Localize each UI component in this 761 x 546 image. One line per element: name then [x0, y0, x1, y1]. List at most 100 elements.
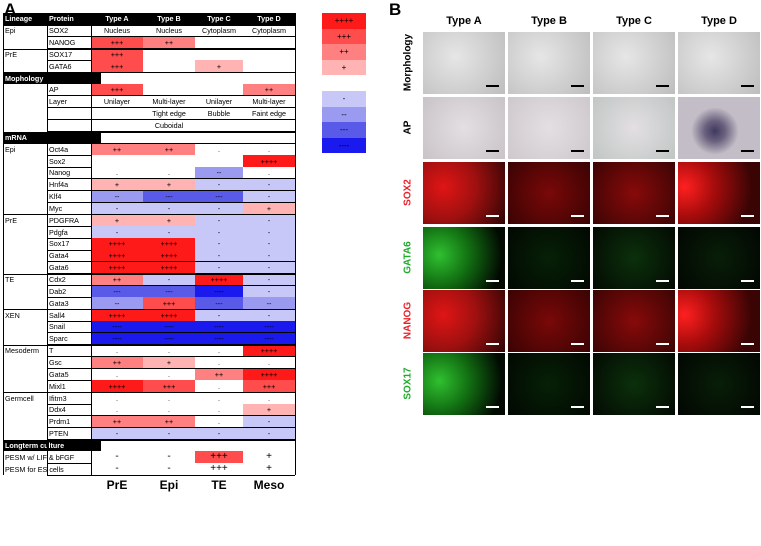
- row-divider: [47, 249, 295, 250]
- table-value-cell: .: [91, 344, 143, 357]
- image-column-header: Type C: [616, 15, 652, 27]
- table-gene-cell: Gata4: [49, 251, 69, 261]
- table-value-cell: ++++: [243, 344, 295, 357]
- row-divider: [47, 356, 295, 357]
- table-value-cell: [195, 84, 243, 96]
- group-rule: [3, 24, 295, 26]
- row-divider: [47, 178, 295, 179]
- scale-bar: [741, 85, 754, 87]
- microscopy-image: [423, 162, 505, 224]
- table-value-cell: --: [91, 297, 143, 310]
- table-value-cell: ++++: [143, 261, 195, 274]
- row-divider: [47, 332, 295, 333]
- table-gene-cell: Layer: [49, 97, 67, 107]
- table-value-cell: +++: [91, 84, 143, 96]
- scale-bar: [741, 150, 754, 152]
- table-value-cell: ----: [91, 332, 143, 345]
- table-gene-cell: Prdm1: [49, 417, 71, 427]
- table-value-cell: -: [243, 178, 295, 191]
- group-rule: [3, 273, 295, 275]
- microscopy-image: [423, 32, 505, 94]
- table-lineage-cell: [3, 37, 47, 49]
- table-value-cell: +++: [91, 48, 143, 61]
- scale-bar: [741, 343, 754, 345]
- table-value-cell: ++++: [243, 155, 295, 168]
- table-lineage-cell: [3, 250, 47, 262]
- table-column-rule: [47, 13, 48, 476]
- table-value-cell: +: [243, 463, 295, 476]
- scale-bar: [486, 280, 499, 282]
- column-footer-label: Meso: [253, 478, 285, 493]
- table-lineage-cell: [3, 226, 47, 238]
- microscopy-image: [593, 162, 675, 224]
- table-lineage-cell: Epi: [5, 26, 16, 36]
- table-value-cell: ----: [195, 285, 243, 298]
- table-gene-cell: Ifitm3: [49, 393, 67, 403]
- table-lineage-cell: [3, 428, 47, 440]
- table-value-cell: ----: [143, 332, 195, 345]
- table-gene-cell: Sox17: [49, 239, 70, 249]
- table-lineage-cell: [3, 333, 47, 345]
- row-divider: [47, 261, 295, 262]
- table-value-cell: ---: [195, 297, 243, 310]
- table-gene-cell: Ddx4: [49, 405, 66, 415]
- microscopy-image: [593, 353, 675, 415]
- row-divider: [47, 166, 295, 168]
- table-value-cell: -: [243, 261, 295, 274]
- table-lineage-cell: [3, 120, 47, 132]
- legend-swatch: ++++: [322, 13, 366, 29]
- image-row-label: GATA6: [402, 241, 414, 274]
- row-divider: [47, 462, 295, 464]
- table-value-cell: ---: [143, 285, 195, 298]
- table-value-cell: +: [243, 451, 295, 464]
- table-lineage-cell: Mesoderm: [5, 346, 39, 356]
- row-divider: [47, 296, 295, 298]
- table-value-cell: .: [143, 392, 195, 405]
- microscopy-image: [423, 353, 505, 415]
- row-divider: [47, 474, 295, 476]
- table-value-cell: -: [195, 202, 243, 215]
- table-gene-cell: Snail: [49, 322, 65, 332]
- table-value-cell: +: [195, 60, 243, 73]
- table-gene-cell: Gata3: [49, 298, 69, 308]
- table-value-cell: --: [243, 297, 295, 310]
- image-row-label: Morphology: [402, 33, 414, 92]
- row-divider: [47, 202, 295, 203]
- table-value-cell: ++: [91, 415, 143, 428]
- table-gene-cell: Mixl1: [49, 381, 66, 391]
- table-header-lineage: Lineage: [3, 13, 47, 25]
- scale-bar: [741, 215, 754, 217]
- table-value-cell: ++++: [91, 380, 143, 393]
- table-value-cell: -: [143, 463, 195, 476]
- table-value-cell: [195, 155, 243, 168]
- table-value-cell: [243, 36, 295, 49]
- scale-bar: [486, 150, 499, 152]
- table-value-cell: -: [243, 250, 295, 262]
- table-value-cell: ++++: [91, 238, 143, 250]
- legend-swatch: +++: [322, 28, 366, 45]
- row-divider: [47, 48, 295, 49]
- table-gene-cell: T: [49, 346, 54, 356]
- image-row-label: SOX2: [402, 179, 414, 206]
- table-value-cell: ++++: [143, 238, 195, 250]
- group-rule: [3, 344, 295, 346]
- scale-bar: [656, 150, 669, 152]
- table-gene-cell: Klf4: [49, 192, 62, 202]
- table-gene-cell: [47, 108, 91, 120]
- table-lineage-cell: [3, 262, 47, 274]
- table-lineage-cell: [3, 167, 47, 179]
- table-header-type-a: Type A: [91, 13, 143, 25]
- legend-swatch: --: [322, 106, 366, 123]
- table-section-header: Mophology: [3, 72, 101, 85]
- table-gene-cell: Sox2: [49, 156, 66, 166]
- column-footer-label: Epi: [159, 478, 179, 493]
- table-value-cell: -: [91, 451, 143, 464]
- column-footer-label: PrE: [106, 478, 128, 493]
- row-divider: [47, 308, 295, 310]
- table-value-cell: -: [91, 226, 143, 239]
- legend-swatch: ----: [322, 137, 366, 154]
- table-value-cell: [143, 84, 195, 96]
- table-value-cell: ++: [91, 273, 143, 286]
- table-value-cell: ++: [143, 36, 195, 49]
- table-value-cell: -: [243, 226, 295, 239]
